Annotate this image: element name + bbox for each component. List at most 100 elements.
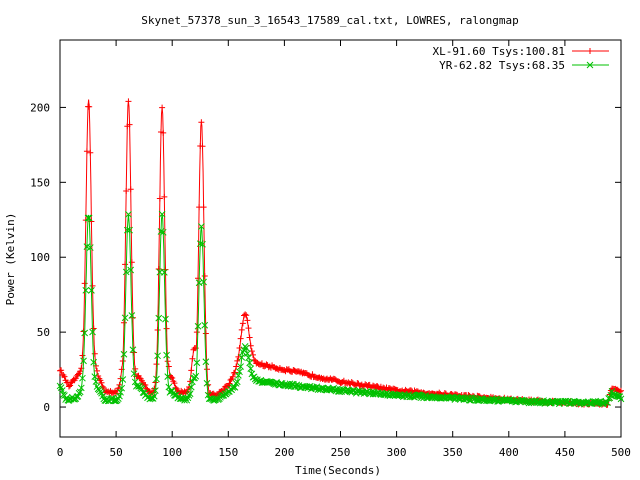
data-point [160, 269, 168, 276]
data-point [243, 312, 250, 319]
data-point [159, 104, 166, 111]
data-point [199, 240, 206, 248]
x-tick-label: 0 [57, 446, 64, 459]
data-point [76, 388, 84, 396]
data-point [98, 379, 105, 386]
data-point [238, 354, 246, 361]
x-tick-label: 200 [274, 446, 294, 459]
data-point [119, 357, 126, 364]
data-point [242, 344, 250, 352]
data-point [238, 326, 245, 333]
data-point [157, 228, 165, 235]
data-point [87, 149, 94, 156]
data-point [198, 223, 205, 230]
data-point [318, 384, 325, 392]
data-point [417, 394, 425, 401]
x-tick-label: 300 [387, 446, 407, 459]
legend-marker [587, 48, 593, 54]
data-point [193, 329, 200, 336]
data-point [118, 384, 126, 392]
data-point [163, 351, 170, 359]
data-point [116, 381, 123, 388]
data-point [200, 204, 207, 211]
data-point [82, 286, 90, 294]
data-point [266, 378, 274, 386]
data-point [79, 374, 86, 382]
data-point [119, 376, 127, 383]
data-point [586, 400, 593, 407]
y-tick-label: 200 [30, 101, 50, 114]
x-tick-label: 250 [331, 446, 351, 459]
y-tick-label: 150 [30, 176, 50, 189]
y-tick-label: 100 [30, 251, 50, 264]
data-point [160, 129, 167, 136]
data-point [201, 272, 208, 279]
data-point [70, 395, 77, 403]
plot-border [59, 39, 622, 438]
data-point [239, 320, 246, 327]
data-point [91, 350, 98, 357]
data-point [202, 358, 210, 366]
x-tick-label: 150 [218, 446, 238, 459]
chart-title: Skynet_57378_sun_3_16543_17589_cal.txt, … [141, 14, 519, 27]
data-point [58, 387, 66, 394]
plot-area: 0 50 100 150 200 250 300 350 400 450 500 0 50 100 150 2… [30, 39, 631, 459]
data-point [244, 350, 251, 357]
data-point [91, 373, 99, 380]
data-point [245, 354, 252, 362]
data-point [129, 314, 136, 321]
data-point [237, 363, 244, 370]
data-point [171, 380, 178, 387]
series-line [59, 214, 622, 406]
data-point [233, 378, 241, 386]
data-point [227, 376, 234, 383]
data-point [226, 380, 233, 387]
data-point [246, 334, 253, 341]
data-point [127, 186, 134, 193]
data-point [245, 325, 252, 332]
data-point [92, 378, 100, 385]
data-point [196, 240, 204, 248]
data-point [117, 388, 124, 396]
data-point [188, 367, 195, 374]
data-point [153, 361, 160, 368]
data-point [123, 187, 130, 194]
data-point [195, 275, 202, 282]
data-point [129, 346, 137, 354]
data-point [120, 319, 127, 326]
data-point [285, 382, 293, 390]
x-tick-label: 450 [555, 446, 575, 459]
data-point [231, 384, 239, 391]
data-point [224, 383, 231, 390]
data-point [85, 214, 93, 222]
x-axis-label: Time(Seconds) [295, 464, 381, 477]
data-point [65, 383, 72, 390]
data-point [234, 357, 241, 364]
data-point [603, 398, 610, 406]
data-point [125, 98, 132, 105]
data-point [164, 358, 171, 365]
data-point [162, 315, 169, 323]
data-point [123, 226, 131, 234]
y-tick-label: 50 [37, 326, 50, 339]
data-point [192, 372, 200, 380]
data-point [201, 321, 209, 329]
x-tick-label: 50 [109, 446, 122, 459]
data-point [150, 392, 158, 400]
x-tick-label: 100 [162, 446, 182, 459]
data-point [203, 379, 211, 387]
data-point [618, 387, 624, 394]
data-point [77, 384, 85, 392]
data-point [242, 311, 249, 318]
data-point [74, 371, 81, 378]
data-point [189, 355, 196, 362]
data-point [233, 363, 240, 370]
data-point [232, 369, 239, 376]
legend-marker [586, 61, 594, 69]
y-tick-label: 0 [43, 401, 50, 414]
data-point [237, 335, 244, 342]
data-point [81, 280, 88, 287]
data-point [113, 390, 120, 397]
data-point [229, 373, 236, 380]
